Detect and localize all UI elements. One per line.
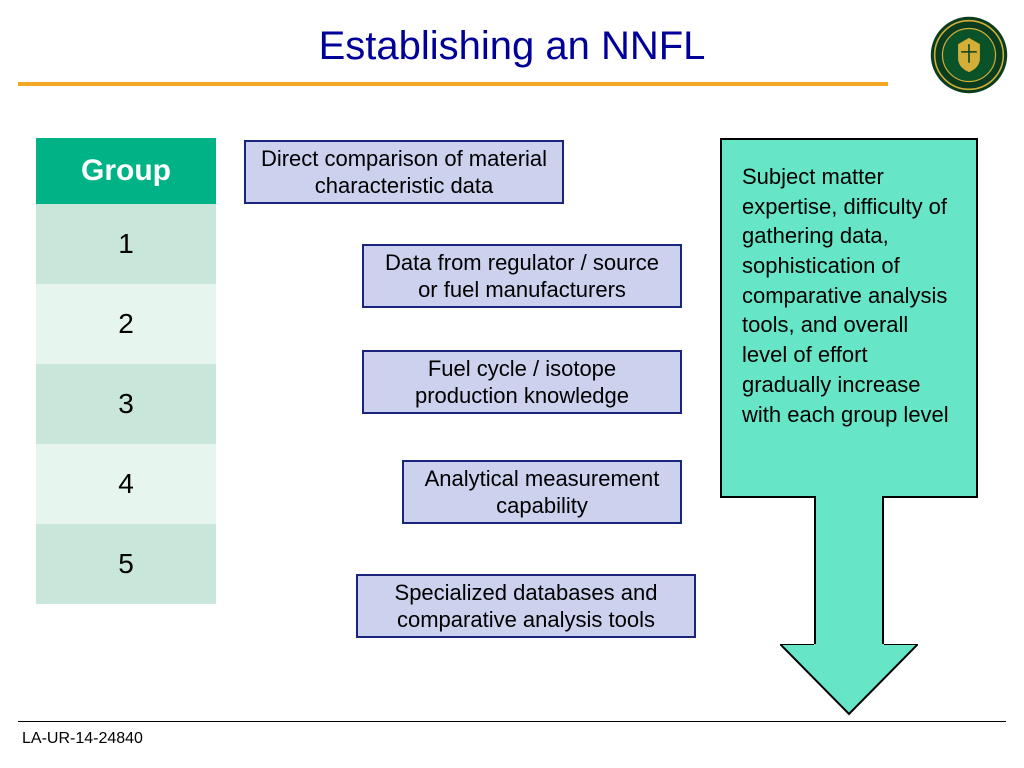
arrow-stem: [814, 496, 884, 646]
table-row: 5: [36, 524, 216, 604]
arrow-down-icon: [780, 644, 918, 716]
info-box-1: Direct comparison of material characteri…: [244, 140, 564, 204]
table-row: 3: [36, 364, 216, 444]
title-underline: [18, 82, 888, 86]
page-title: Establishing an NNFL: [0, 24, 1024, 69]
table-row: 1: [36, 204, 216, 284]
footer-divider: [18, 721, 1006, 722]
arrow-edge: [882, 496, 978, 498]
group-table: Group 1 2 3 4 5: [36, 138, 216, 604]
table-row: 2: [36, 284, 216, 364]
arrow-callout: Subject matter expertise, difficulty of …: [720, 138, 978, 708]
group-header: Group: [36, 138, 216, 204]
info-box-3: Fuel cycle / isotope production knowledg…: [362, 350, 682, 414]
doe-seal-icon: [930, 16, 1008, 94]
info-box-2: Data from regulator / source or fuel man…: [362, 244, 682, 308]
arrow-text: Subject matter expertise, difficulty of …: [720, 138, 978, 498]
info-box-4: Analytical measurement capability: [402, 460, 682, 524]
info-box-5: Specialized databases and comparative an…: [356, 574, 696, 638]
arrow-edge: [720, 496, 816, 498]
footer-id: LA-UR-14-24840: [22, 730, 143, 748]
table-row: 4: [36, 444, 216, 524]
